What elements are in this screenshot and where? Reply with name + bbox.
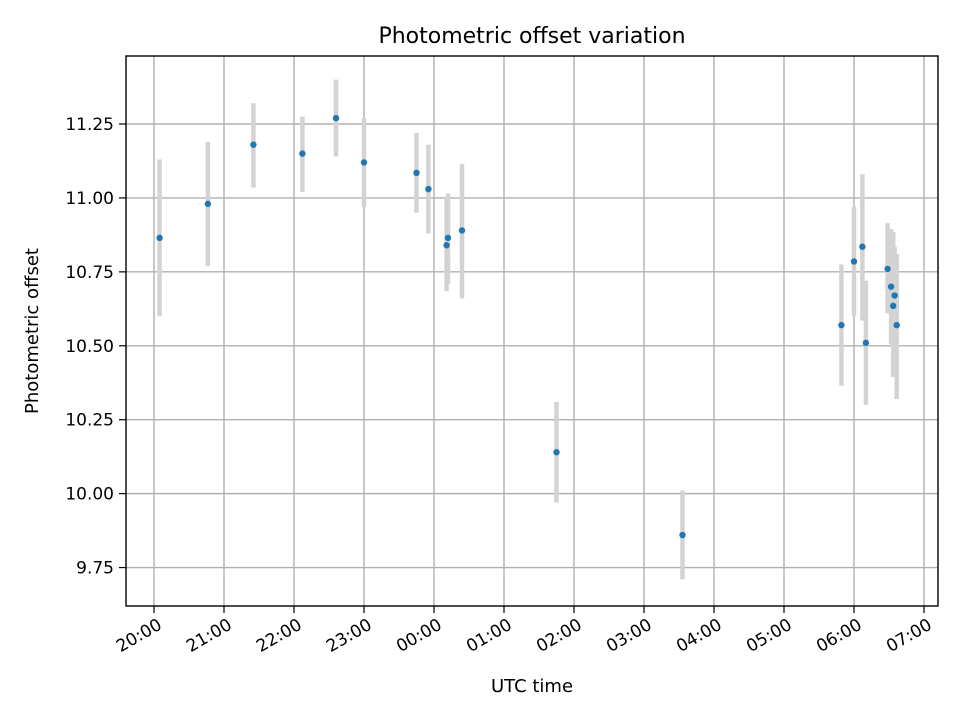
data-point [299,150,306,157]
data-point [332,114,340,122]
data-point [458,227,466,234]
data-point [250,141,257,148]
data-point [204,200,212,208]
y-tick-label: 10.50 [65,337,114,357]
data-point [443,242,450,249]
data-point [850,258,858,265]
data-point [553,449,560,456]
data-point [887,283,895,290]
data-point [425,185,432,193]
x-axis-label: UTC time [491,676,573,697]
data-point [413,169,420,177]
y-tick-label: 9.75 [76,559,114,579]
data-point [893,321,900,329]
chart-title: Photometric offset variation [378,24,685,49]
data-point [890,302,897,310]
data-point [444,234,452,242]
y-tick-label: 10.75 [65,263,114,283]
y-tick-label: 10.25 [65,411,114,431]
grid [126,56,938,606]
data-point [156,234,163,242]
data-point [891,292,898,299]
y-axis-label: Photometric offset [22,248,43,414]
y-axis-ticks: 9.75 10.00 10.25 10.50 10.75 11.00 11.25 [65,115,126,579]
data-point [838,321,845,329]
y-tick-label: 11.00 [65,189,114,209]
data-point [884,265,891,273]
y-tick-label: 10.00 [65,485,114,505]
data-point [360,159,368,166]
data-points [156,114,900,539]
y-tick-label: 11.25 [65,115,114,135]
data-point [679,531,686,539]
plot-frame [125,55,939,607]
data-point [859,243,866,250]
data-point [862,339,870,347]
